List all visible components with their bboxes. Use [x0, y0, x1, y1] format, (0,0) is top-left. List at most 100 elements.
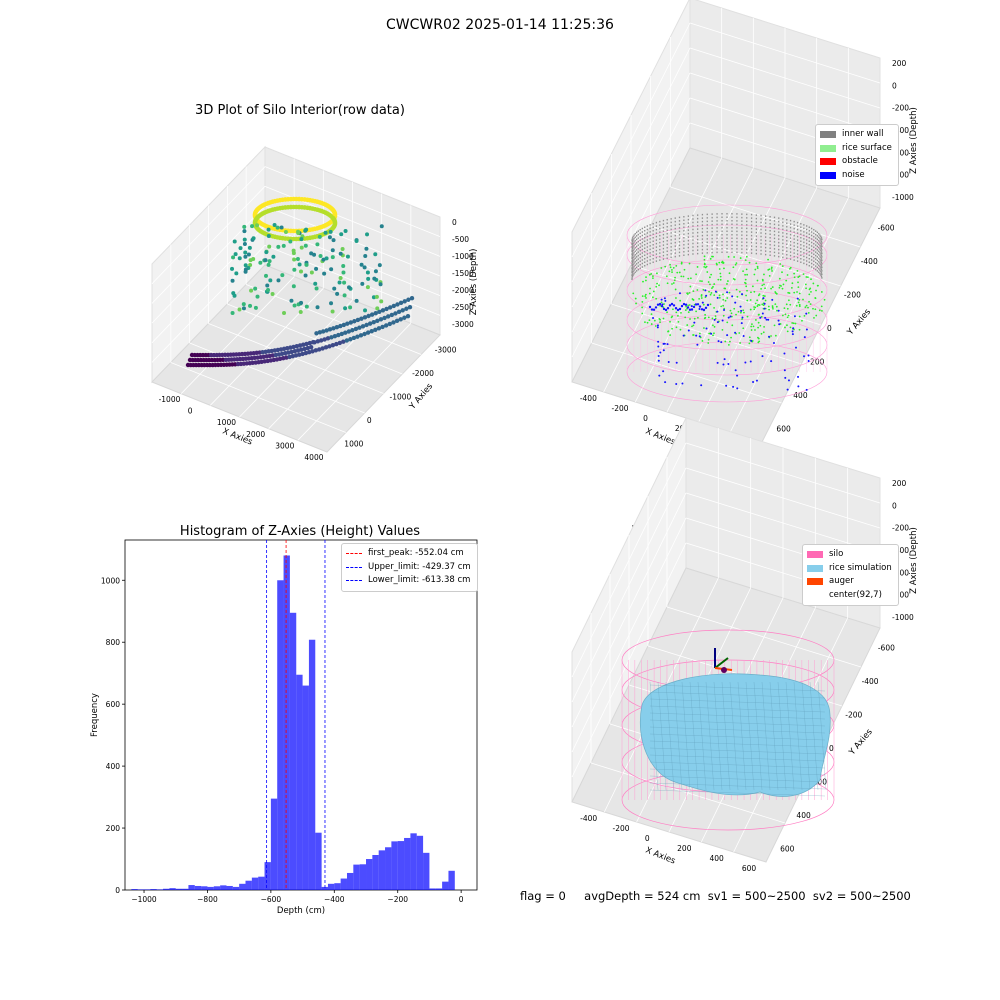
rice-surface-point	[733, 307, 736, 310]
histogram-bar	[144, 889, 151, 890]
rice-surface-point	[662, 317, 665, 320]
rice-surface-point	[809, 303, 812, 306]
raw-3d-plot[interactable]: -1000 0 1000 2000 3000 4000 1000 0 -1000 -2000 -30…	[0, 0, 500, 500]
noise-point	[674, 307, 678, 310]
data-point	[266, 288, 271, 293]
histogram-bar	[188, 885, 195, 890]
rice-surface-point	[652, 277, 654, 280]
rice-surface-point	[791, 322, 794, 324]
rice-surface-point	[746, 273, 749, 276]
data-point	[365, 285, 370, 290]
x-tick-label: 0	[188, 407, 193, 416]
grid-line	[729, 197, 849, 433]
noise-point	[721, 319, 724, 322]
rice-surface-point	[738, 332, 741, 334]
rice-surface-point	[671, 271, 673, 274]
noise-point	[767, 318, 770, 321]
rice-surface-point	[751, 285, 754, 288]
rice-surface-point	[753, 273, 756, 276]
data-point	[380, 308, 386, 313]
data-point	[291, 284, 296, 289]
histogram-legend-item: first_peak: -552.04 cm	[346, 547, 471, 561]
data-point	[247, 245, 252, 250]
rice-surface-point	[746, 299, 749, 302]
data-point	[312, 340, 317, 345]
rice-surface-point	[655, 285, 658, 288]
rice-surface-point	[652, 275, 654, 278]
rice-surface-point	[709, 257, 712, 260]
histogram-bar	[321, 886, 328, 890]
grid-line	[571, 442, 687, 678]
data-point	[369, 329, 374, 334]
noise-point	[716, 310, 719, 313]
data-point	[263, 258, 268, 263]
rice-surface-point	[798, 299, 801, 301]
data-point	[231, 255, 236, 260]
mesh-line	[657, 681, 667, 791]
noise-point	[717, 340, 720, 343]
data-point	[327, 235, 332, 240]
data-point	[243, 250, 248, 255]
rice-surface-point	[641, 301, 644, 303]
rice-surface-point	[770, 287, 772, 290]
noise-point	[660, 304, 664, 308]
data-point	[345, 254, 350, 259]
data-point	[319, 338, 324, 343]
y-tick-label: 200	[106, 824, 121, 833]
mesh-line	[761, 681, 771, 791]
data-point	[373, 252, 378, 257]
histogram-chart[interactable]: −1000 −800 −600 −400 −200 0 0 200 400 600 800 1000 D…	[0, 500, 500, 1000]
noise-point	[720, 341, 723, 344]
x-tick-label: 3000	[275, 442, 294, 451]
rice-surface-point	[660, 267, 663, 269]
data-point	[383, 323, 389, 328]
rice-surface-point	[714, 315, 717, 318]
x-tick-label: -400	[580, 814, 597, 823]
y-tick-label: 200	[810, 357, 825, 366]
rice-surface-point	[771, 305, 774, 307]
data-point	[303, 243, 308, 248]
data-point	[289, 298, 294, 303]
noise-point	[791, 330, 794, 333]
rice-surface-point	[821, 309, 823, 312]
rice-surface-point	[787, 314, 790, 317]
rice-surface-point	[676, 271, 679, 274]
rice-surface-point	[654, 325, 657, 327]
noise-point	[686, 306, 690, 309]
legend-label: rice surface	[842, 142, 892, 153]
data-point	[288, 239, 293, 244]
rice-surface-point	[650, 323, 653, 325]
histogram-bar	[372, 855, 379, 890]
simulation-3d-plot[interactable]: -400 -200 0 200 400 600 600 400 200 0 -200 -400 -600…	[500, 417, 1000, 1000]
x-tick-label: 2000	[246, 430, 265, 439]
rice-surface-point	[718, 261, 721, 264]
rice-surface-point	[744, 281, 746, 284]
histogram-bar	[296, 674, 303, 890]
z-tick-label: -500	[452, 235, 469, 244]
rice-surface-point	[744, 259, 747, 262]
data-point	[297, 262, 302, 267]
y-tick-label: -3000	[435, 346, 457, 355]
rice-surface-point	[658, 284, 660, 287]
classify-axes-box: -400-20002004006006004002000-200-400-600…	[571, 0, 919, 453]
y-tick-label: -200	[845, 711, 862, 720]
rice-surface-point	[802, 298, 804, 301]
histogram-bar	[258, 876, 265, 890]
rice-surface-point	[736, 295, 739, 298]
rice-surface-point	[744, 278, 747, 281]
rice-surface-point	[778, 286, 781, 289]
data-point	[253, 305, 258, 310]
y-tick-label: 1000	[344, 439, 363, 448]
simulation-legend: silo rice simulation auger center(92,7)	[802, 544, 899, 606]
rice-surface-point	[723, 267, 725, 270]
rice-surface-point	[696, 316, 699, 319]
classify-3d-plot[interactable]: -400-20002004006006004002000-200-400-600…	[500, 0, 1000, 500]
y-tick-label: 600	[106, 700, 121, 709]
z-axis-label: Z Axies (Depth)	[909, 527, 919, 594]
rice-surface-point	[808, 293, 811, 296]
rice-surface-point	[760, 332, 763, 335]
data-point	[322, 337, 327, 342]
data-point	[329, 301, 334, 306]
rice-surface-point	[666, 311, 668, 314]
rice-surface-point	[663, 303, 665, 305]
